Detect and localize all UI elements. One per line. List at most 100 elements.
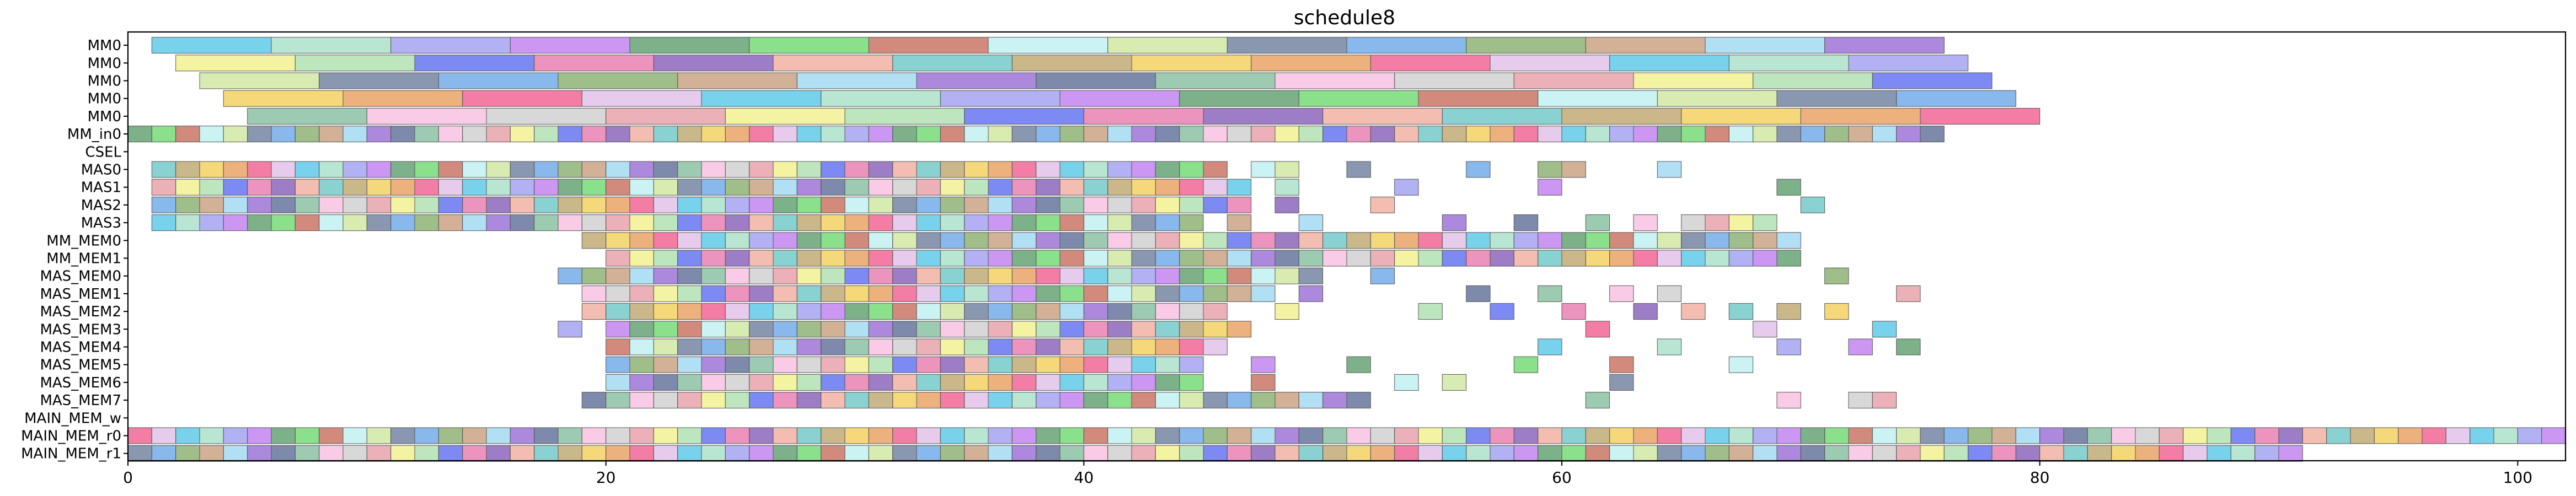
task-bar bbox=[964, 161, 989, 178]
task-bar bbox=[1083, 356, 1108, 373]
task-bar bbox=[1776, 90, 1897, 107]
task-bar bbox=[414, 427, 439, 444]
task-bar bbox=[1083, 214, 1108, 231]
task-bar bbox=[629, 445, 654, 462]
task-bar bbox=[1179, 267, 1204, 284]
task-bar bbox=[868, 427, 893, 444]
task-bar bbox=[916, 285, 941, 302]
task-bar bbox=[1155, 303, 1180, 320]
task-bar bbox=[175, 427, 200, 444]
task-bar bbox=[653, 196, 678, 213]
task-bar bbox=[1896, 90, 2016, 107]
task-bar bbox=[677, 196, 702, 213]
task-bar bbox=[821, 179, 845, 196]
task-bar bbox=[677, 250, 702, 267]
task-bar bbox=[366, 161, 392, 178]
row-label: MM_in0 bbox=[67, 126, 121, 143]
task-bar bbox=[271, 214, 296, 231]
task-bar bbox=[1705, 37, 1825, 54]
task-bar bbox=[821, 285, 845, 302]
task-bar bbox=[1274, 392, 1299, 409]
task-bar bbox=[868, 392, 893, 409]
task-bar bbox=[988, 321, 1013, 338]
task-bar bbox=[1036, 427, 1061, 444]
task-bar bbox=[1513, 356, 1539, 373]
task-bar bbox=[462, 161, 487, 178]
task-bar bbox=[1490, 250, 1514, 267]
task-bar bbox=[1298, 445, 1324, 462]
task-bar bbox=[390, 161, 415, 178]
task-bar bbox=[151, 126, 176, 143]
task-bar bbox=[1155, 126, 1180, 143]
task-bar bbox=[1274, 196, 1299, 213]
task-bar bbox=[653, 321, 678, 338]
row-label: MAIN_MEM_r1 bbox=[21, 446, 121, 462]
task-bar bbox=[1585, 445, 1610, 462]
task-bar bbox=[844, 126, 869, 143]
task-bar bbox=[653, 267, 678, 284]
task-bar bbox=[1585, 232, 1610, 249]
task-bar bbox=[1179, 321, 1204, 338]
task-bar bbox=[247, 107, 367, 125]
task-bar bbox=[606, 196, 630, 213]
task-bar bbox=[1107, 179, 1132, 196]
task-bar bbox=[1203, 126, 1228, 143]
task-bar bbox=[1490, 427, 1514, 444]
task-bar bbox=[749, 321, 774, 338]
task-bar bbox=[1107, 303, 1132, 320]
task-bar bbox=[366, 107, 487, 125]
row-labels: MM0MM0MM0MM0MM0MM_in0CSELMAS0MAS1MAS2MAS… bbox=[21, 37, 128, 462]
x-tick-label: 0 bbox=[123, 468, 133, 487]
task-bar bbox=[1681, 445, 1706, 462]
task-bar bbox=[1011, 267, 1037, 284]
task-bar bbox=[1131, 214, 1156, 231]
task-bar bbox=[629, 356, 654, 373]
task-bar bbox=[964, 445, 989, 462]
task-bar bbox=[677, 214, 702, 231]
task-bar bbox=[1896, 338, 1921, 355]
task-bar bbox=[1155, 356, 1180, 373]
task-bar bbox=[558, 214, 582, 231]
task-bar bbox=[1490, 126, 1514, 143]
task-bar bbox=[534, 161, 559, 178]
task-bar bbox=[821, 250, 845, 267]
task-bar bbox=[1107, 267, 1132, 284]
task-bar bbox=[964, 321, 989, 338]
task-bar bbox=[1657, 445, 1682, 462]
task-bar bbox=[1179, 161, 1204, 178]
task-bar bbox=[964, 356, 989, 373]
task-bar bbox=[558, 445, 582, 462]
task-bar bbox=[1728, 214, 1754, 231]
task-bar bbox=[1753, 427, 1777, 444]
task-bar bbox=[1011, 285, 1037, 302]
task-bar bbox=[1466, 126, 1491, 143]
task-bar bbox=[2445, 427, 2471, 444]
task-bar bbox=[1776, 392, 1801, 409]
task-bar bbox=[988, 161, 1013, 178]
task-bar bbox=[1155, 179, 1180, 196]
task-bar bbox=[534, 214, 559, 231]
task-bar bbox=[821, 445, 845, 462]
task-bar bbox=[247, 427, 272, 444]
task-bar bbox=[271, 427, 296, 444]
task-bar bbox=[1705, 214, 1729, 231]
task-bar bbox=[223, 179, 248, 196]
task-bar bbox=[1107, 392, 1132, 409]
task-bar bbox=[1872, 72, 1993, 89]
task-bar bbox=[2517, 427, 2542, 444]
task-bar bbox=[1107, 161, 1132, 178]
task-bar bbox=[1298, 250, 1324, 267]
task-bar bbox=[1011, 427, 1037, 444]
task-bar bbox=[773, 126, 797, 143]
task-bar bbox=[1633, 126, 1658, 143]
task-bar bbox=[653, 285, 678, 302]
task-bar bbox=[2135, 427, 2160, 444]
task-bar bbox=[1298, 285, 1324, 302]
task-bar bbox=[390, 214, 415, 231]
task-bar bbox=[294, 214, 320, 231]
task-bar bbox=[558, 321, 582, 338]
task-bar bbox=[486, 427, 511, 444]
task-bar bbox=[1633, 303, 1658, 320]
task-bar bbox=[1107, 374, 1132, 391]
task-bar bbox=[606, 338, 630, 355]
